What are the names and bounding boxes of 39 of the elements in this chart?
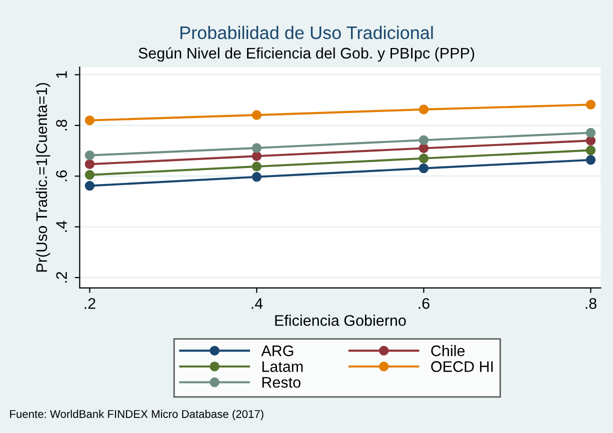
point — [418, 154, 429, 164]
y-axis-title: Pr(Uso Tradic.=1|Cuenta=1) — [36, 83, 50, 272]
point — [418, 104, 429, 114]
point — [418, 143, 429, 154]
chart-title: Probabilidad de Uso Tradicional — [180, 26, 433, 40]
point — [418, 135, 429, 145]
point — [84, 159, 95, 170]
y-tick-label: .6 — [56, 170, 67, 182]
point — [586, 145, 596, 156]
x-tick-label: .2 — [84, 298, 96, 309]
chart-subtitle: Según Nivel de Eficiencia del Gob. y PBIpc (PPP) — [138, 47, 474, 62]
y-tick-label: .4 — [56, 220, 67, 232]
legend-label: OECD HI — [431, 361, 493, 372]
point — [252, 143, 262, 153]
y-tick-label: .8 — [56, 120, 67, 130]
point — [586, 100, 596, 110]
source-note: Fuente: WorldBank FINDEX Micro Database (2017) — [10, 410, 264, 420]
point — [84, 180, 95, 191]
x-tick-label: .8 — [586, 298, 596, 309]
point — [252, 151, 262, 161]
point — [84, 150, 95, 160]
point — [84, 115, 95, 126]
point — [586, 136, 596, 146]
legend-label: Latam — [262, 361, 303, 372]
legend-label: ARG — [261, 345, 294, 356]
legend-label: Chile — [431, 344, 465, 356]
point — [418, 163, 429, 174]
y-tick-label: .2 — [56, 272, 67, 283]
legend-label: Resto — [262, 377, 300, 388]
x-axis-title: Eficiencia Gobierno — [275, 314, 406, 326]
point — [586, 128, 596, 138]
point — [252, 110, 262, 120]
point — [84, 170, 95, 180]
point — [252, 172, 262, 182]
point — [586, 155, 596, 165]
x-tick-label: .6 — [418, 298, 430, 309]
x-tick-label: .4 — [252, 298, 263, 309]
y-tick-label: 1 — [56, 71, 67, 78]
point — [252, 162, 262, 172]
